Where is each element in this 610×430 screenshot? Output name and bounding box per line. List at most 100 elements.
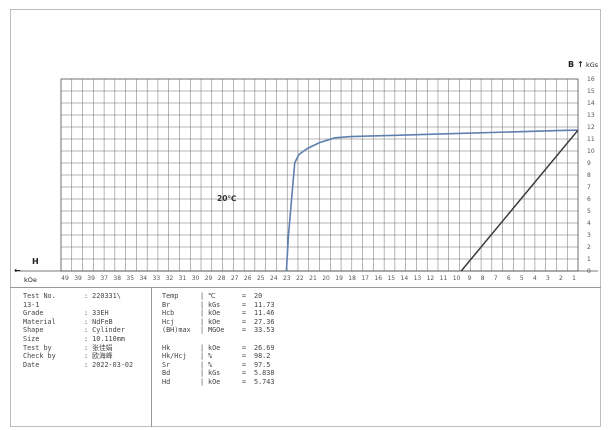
result-unit: kOe [208, 377, 221, 386]
y-axis-arrow: ↑ [577, 60, 584, 69]
sample-row: 13-1 [23, 301, 133, 310]
x-tick-label: 29 [205, 275, 213, 282]
temperature-annotation: 20℃ [217, 194, 237, 203]
result-unit: kGs [208, 369, 221, 378]
result-equals: = [242, 326, 247, 335]
y-axis-unit: kGs [586, 61, 599, 69]
x-axis-unit: kOe [24, 276, 37, 284]
sample-label: Test by [23, 343, 52, 352]
results-table: Temp | ℃ = 20 Br | kGs = 11.73 Hcb | kOe = 11.46 Hcj | kO… [162, 292, 274, 387]
x-tick-label: 6 [507, 275, 511, 282]
x-tick-label: 37 [100, 275, 108, 282]
info-panel [10, 287, 601, 427]
result-unit: % [208, 360, 213, 369]
x-tick-label: 14 [401, 275, 409, 282]
y-tick-label: 6 [587, 196, 591, 203]
x-tick-label: 23 [283, 275, 291, 282]
sample-value: : 220331\ [84, 292, 121, 300]
x-tick-label: 13 [414, 275, 422, 282]
result-unit: % [208, 352, 213, 361]
chart-grid [16, 78, 598, 272]
y-tick-label: 10 [587, 148, 595, 155]
result-symbol: Br [162, 300, 171, 309]
result-value: 5.838 [254, 369, 275, 378]
y-tick-label: 12 [587, 124, 595, 131]
result-value: 5.743 [254, 377, 275, 386]
x-tick-label: 31 [179, 275, 187, 282]
result-value: 27.36 [254, 317, 275, 326]
sample-row: Check by : 欧海峰 [23, 352, 133, 361]
sample-value: : 欧海峰 [84, 352, 113, 361]
x-tick-label: 18 [348, 275, 356, 282]
info-divider [151, 287, 152, 427]
result-unit: kOe [208, 317, 221, 326]
result-equals: = [242, 352, 247, 361]
x-tick-label: 12 [427, 275, 435, 282]
report-frame [10, 9, 601, 427]
result-separator: | [200, 360, 205, 369]
result-equals: = [242, 309, 247, 318]
sample-row: Material: NdFeB [23, 318, 133, 327]
x-tick-label: 34 [139, 275, 147, 282]
x-tick-label: 21 [309, 275, 317, 282]
result-equals: = [242, 300, 247, 309]
result-equals: = [242, 377, 247, 386]
x-axis-arrow: ← [14, 266, 21, 275]
x-tick-label: 19 [335, 275, 343, 282]
y-tick-label: 15 [587, 88, 595, 95]
sample-row: Date: 2022-03-02 [23, 361, 133, 370]
result-row: Bd | kGs = 5.838 [162, 369, 274, 378]
result-symbol: Hd [162, 377, 171, 386]
sample-row: Grade : 33EH [23, 309, 133, 318]
x-tick-label: 4 [533, 275, 537, 282]
x-tick-label: 10 [453, 275, 461, 282]
sample-label: Shape [23, 326, 44, 335]
result-row: (BH)max | MGOe = 33.53 [162, 326, 274, 335]
result-equals: = [242, 343, 247, 352]
sample-label: Grade [23, 309, 44, 318]
result-symbol: Sr [162, 360, 171, 369]
sample-value: : 10.110mm [84, 334, 125, 343]
result-separator: | [200, 377, 205, 386]
y-tick-label: 0 [587, 268, 591, 275]
result-separator: | [200, 352, 205, 361]
result-row: Hk/Hcj |% = 98.2 [162, 352, 274, 361]
y-tick-label: 1 [587, 256, 591, 263]
result-separator: | [200, 326, 205, 335]
x-tick-label: 22 [296, 275, 304, 282]
y-tick-label: 7 [587, 184, 591, 191]
result-symbol: Hk [162, 343, 171, 352]
x-tick-label: 39 [87, 275, 95, 282]
result-value: 97.5 [254, 360, 271, 369]
sample-value [83, 301, 133, 310]
result-separator: | [200, 300, 205, 309]
result-equals: = [242, 292, 247, 300]
x-tick-label: 49 [61, 275, 69, 282]
result-value: 11.46 [254, 309, 275, 318]
result-row: Hk | kOe = 26.69 [162, 344, 274, 353]
result-symbol: Hcj [162, 317, 175, 326]
sample-value: : 2022-03-02 [84, 360, 134, 369]
x-tick-label: 24 [270, 275, 278, 282]
result-row: Temp | ℃ = 20 [162, 292, 274, 301]
result-row: Sr |% = 97.5 [162, 361, 274, 370]
sample-value: : Cylinder [84, 326, 125, 335]
sample-label: Check by [23, 352, 56, 361]
x-tick-label: 16 [374, 275, 382, 282]
result-value: 33.53 [254, 326, 275, 335]
result-unit: kOe [208, 343, 221, 352]
sample-row: Shape : Cylinder [23, 326, 133, 335]
result-row: Hd | kOe = 5.743 [162, 378, 274, 387]
sample-value: : 33EH [84, 309, 109, 318]
y-tick-label: 11 [587, 136, 595, 143]
result-symbol: Temp [162, 292, 179, 300]
result-separator: | [200, 369, 205, 378]
y-tick-label: 16 [587, 76, 595, 83]
result-unit: ℃ [208, 292, 216, 300]
sample-value: : NdFeB [84, 317, 113, 326]
result-value: 98.2 [254, 352, 271, 361]
x-tick-label: 38 [113, 275, 121, 282]
result-symbol: Hk/Hcj [162, 352, 187, 361]
result-value: 20 [254, 292, 263, 300]
